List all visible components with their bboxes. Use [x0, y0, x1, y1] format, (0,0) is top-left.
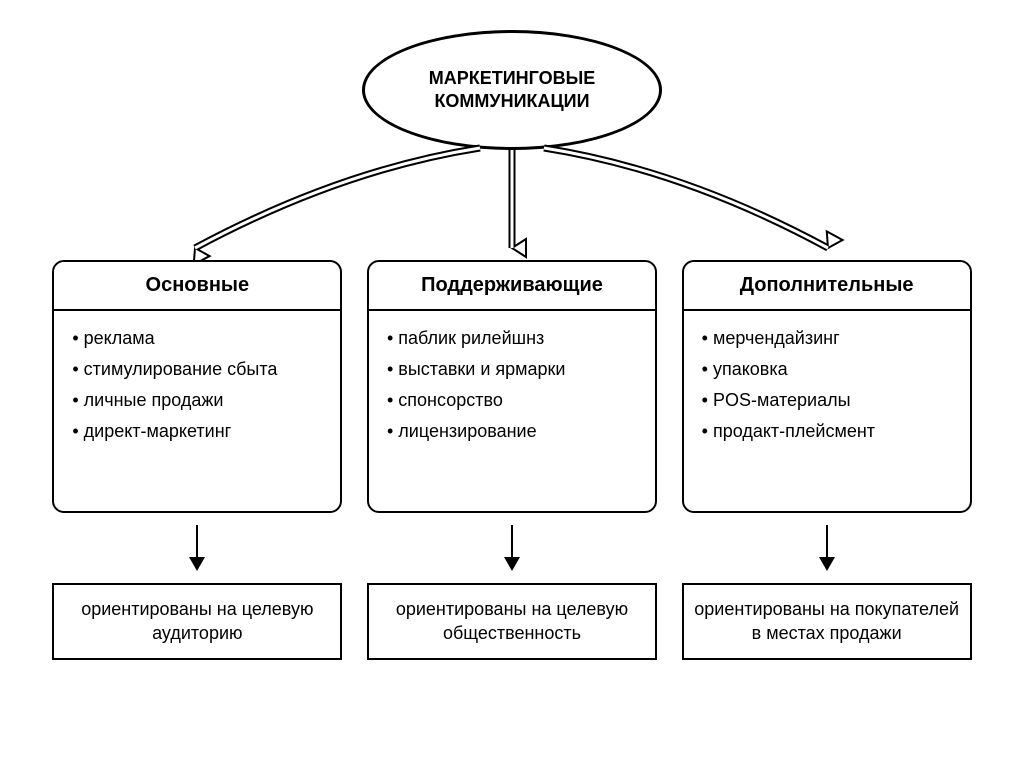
list-item: • личные продажи [72, 387, 322, 414]
target-box-additional: ориентированы на покупателей в местах пр… [682, 583, 972, 660]
item-text: POS-материалы [713, 390, 851, 410]
down-arrow-icon [812, 523, 842, 573]
category-header: Поддерживающие [369, 262, 655, 311]
target-box-main: ориентированы на целевую аудиторию [52, 583, 342, 660]
columns-row: Основные • реклама • стимулирование сбыт… [0, 260, 1024, 660]
target-box-supporting: ориентированы на целевую общественность [367, 583, 657, 660]
list-item: • директ-маркетинг [72, 418, 322, 445]
list-item: • лицензирование [387, 418, 637, 445]
branch-arrows [0, 130, 1024, 270]
item-text: упаковка [713, 359, 788, 379]
list-item: • стимулирование сбыта [72, 356, 322, 383]
down-arrow-icon [497, 523, 527, 573]
item-text: мерчендайзинг [713, 328, 840, 348]
root-title: МАРКЕТИНГОВЫЕ КОММУНИКАЦИИ [365, 67, 659, 114]
category-header: Основные [54, 262, 340, 311]
list-item: • продакт-плейсмент [702, 418, 952, 445]
category-box-main: Основные • реклама • стимулирование сбыт… [52, 260, 342, 513]
column-additional: Дополнительные • мерчендайзинг • упаковк… [682, 260, 972, 660]
list-item: • выставки и ярмарки [387, 356, 637, 383]
list-item: • POS-материалы [702, 387, 952, 414]
list-item: • спонсорство [387, 387, 637, 414]
item-text: паблик рилейшнз [398, 328, 544, 348]
category-header: Дополнительные [684, 262, 970, 311]
category-items-supporting: • паблик рилейшнз • выставки и ярмарки •… [369, 311, 655, 511]
list-item: • мерчендайзинг [702, 325, 952, 352]
item-text: спонсорство [398, 390, 503, 410]
list-item: • паблик рилейшнз [387, 325, 637, 352]
list-item: • реклама [72, 325, 322, 352]
item-text: стимулирование сбыта [84, 359, 278, 379]
item-text: реклама [84, 328, 155, 348]
column-main: Основные • реклама • стимулирование сбыт… [52, 260, 342, 660]
column-supporting: Поддерживающие • паблик рилейшнз • выста… [367, 260, 657, 660]
item-text: личные продажи [84, 390, 224, 410]
item-text: выставки и ярмарки [398, 359, 565, 379]
category-box-additional: Дополнительные • мерчендайзинг • упаковк… [682, 260, 972, 513]
category-items-additional: • мерчендайзинг • упаковка • POS-материа… [684, 311, 970, 511]
category-box-supporting: Поддерживающие • паблик рилейшнз • выста… [367, 260, 657, 513]
down-arrow-icon [182, 523, 212, 573]
item-text: продакт-плейсмент [713, 421, 875, 441]
diagram-container: МАРКЕТИНГОВЫЕ КОММУНИКАЦИИ Основные • ре… [0, 0, 1024, 767]
list-item: • упаковка [702, 356, 952, 383]
item-text: лицензирование [398, 421, 536, 441]
item-text: директ-маркетинг [84, 421, 232, 441]
category-items-main: • реклама • стимулирование сбыта • личны… [54, 311, 340, 511]
